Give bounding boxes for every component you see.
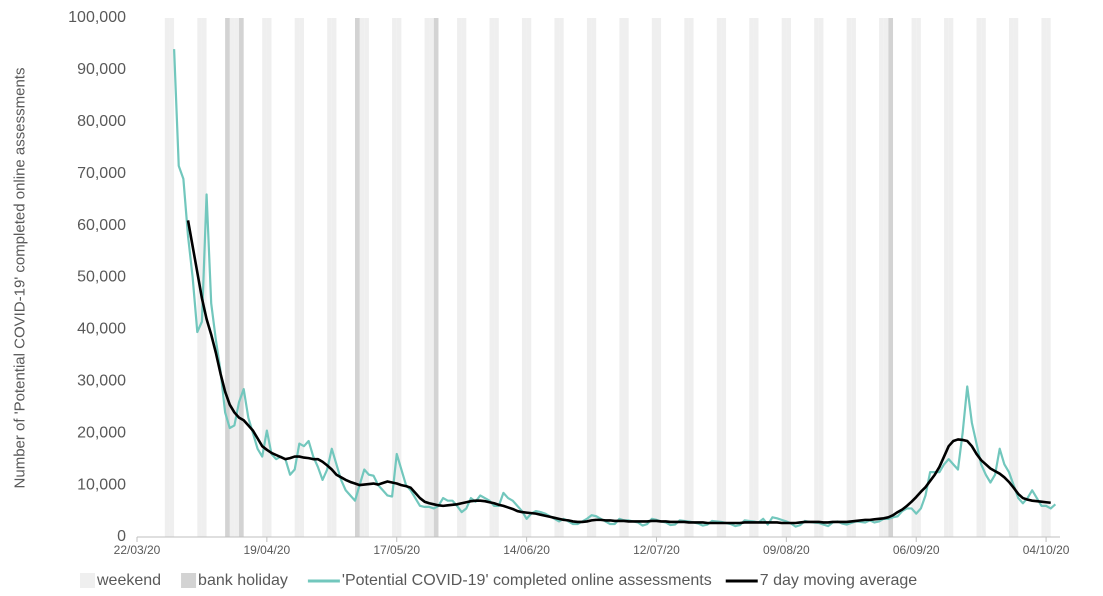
- y-tick-label: 0: [117, 528, 126, 545]
- band: [781, 18, 787, 537]
- band: [364, 18, 369, 537]
- band: [591, 18, 597, 537]
- band: [981, 18, 986, 537]
- y-tick-label: 40,000: [77, 321, 126, 338]
- band: [976, 18, 982, 537]
- y-tick-label: 80,000: [77, 113, 126, 130]
- band: [911, 18, 917, 537]
- band: [424, 18, 430, 537]
- band: [299, 18, 304, 537]
- band: [169, 18, 175, 537]
- x-tick-label: 06/09/20: [893, 543, 940, 557]
- band: [225, 18, 230, 537]
- band: [526, 18, 532, 537]
- band: [651, 18, 657, 537]
- band: [1013, 18, 1019, 537]
- band: [753, 18, 759, 537]
- band: [1008, 18, 1014, 537]
- band: [879, 18, 884, 537]
- x-tick-label: 04/10/20: [1023, 543, 1070, 557]
- band: [331, 18, 337, 537]
- band: [164, 18, 170, 537]
- y-tick-label: 20,000: [77, 424, 126, 441]
- band: [429, 18, 434, 537]
- band: [888, 18, 894, 537]
- x-tick-label: 14/06/20: [503, 543, 550, 557]
- band: [489, 18, 495, 537]
- band: [359, 18, 365, 537]
- band: [396, 18, 402, 537]
- band: [721, 18, 727, 537]
- band: [1041, 18, 1047, 537]
- y-tick-label: 10,000: [77, 476, 126, 493]
- band: [883, 18, 889, 537]
- band: [266, 18, 272, 537]
- x-tick-label: 09/08/20: [763, 543, 810, 557]
- band: [586, 18, 592, 537]
- band: [684, 18, 689, 537]
- band: [749, 18, 754, 537]
- y-tick-label: 90,000: [77, 61, 126, 78]
- band: [494, 18, 499, 537]
- band: [461, 18, 467, 537]
- band: [239, 18, 244, 537]
- x-tick-label: 17/05/20: [373, 543, 420, 557]
- legend-label: weekend: [96, 572, 161, 589]
- band: [559, 18, 564, 537]
- band: [656, 18, 662, 537]
- band: [948, 18, 954, 537]
- band: [818, 18, 824, 537]
- band: [392, 18, 397, 537]
- band: [229, 18, 235, 537]
- x-tick-label: 12/07/20: [633, 543, 680, 557]
- series-line: [173, 49, 1057, 528]
- band: [814, 18, 819, 537]
- band: [619, 18, 625, 537]
- band: [688, 18, 694, 537]
- y-axis-label: Number of 'Potential COVID-19' completed…: [11, 67, 29, 489]
- band: [916, 18, 921, 537]
- band: [294, 18, 300, 537]
- band: [624, 18, 629, 537]
- band: [944, 18, 949, 537]
- band: [197, 18, 202, 537]
- band: [262, 18, 267, 537]
- legend-label: bank holiday: [198, 572, 288, 589]
- y-tick-label: 70,000: [77, 165, 126, 182]
- y-tick-label: 60,000: [77, 217, 126, 234]
- y-tick-label: 100,000: [68, 9, 126, 26]
- legend: weekend bank holiday 'Potential COVID-19' …: [80, 572, 917, 589]
- band: [521, 18, 527, 537]
- band: [457, 18, 462, 537]
- band: [354, 18, 360, 537]
- y-tick-label: 30,000: [77, 373, 126, 390]
- y-tick-label: 50,000: [77, 269, 126, 286]
- series-line: [186, 220, 1051, 525]
- legend-label: 'Potential COVID-19' completed online as…: [342, 572, 712, 589]
- legend-swatch: [80, 573, 95, 588]
- x-tick-label: 22/03/20: [114, 543, 161, 557]
- band: [1046, 18, 1051, 537]
- band: [554, 18, 560, 537]
- legend-swatch: [181, 573, 197, 588]
- band: [786, 18, 791, 537]
- band: [846, 18, 852, 537]
- band: [851, 18, 856, 537]
- band: [327, 18, 332, 537]
- band: [234, 18, 240, 537]
- legend-label: 7 day moving average: [760, 572, 918, 589]
- band: [433, 18, 439, 537]
- band: [716, 18, 722, 537]
- x-tick-label: 19/04/20: [244, 543, 291, 557]
